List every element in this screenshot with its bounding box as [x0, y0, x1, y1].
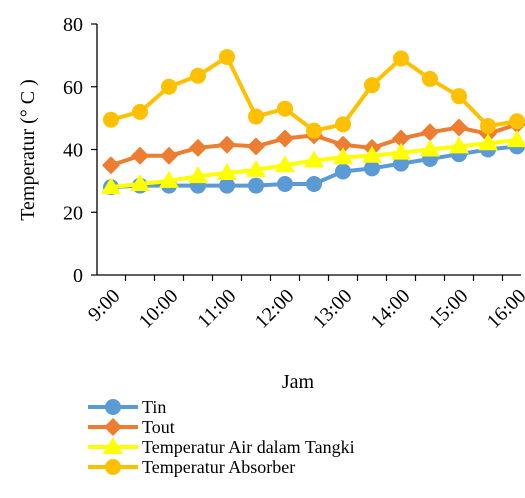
- data-point: [333, 147, 353, 165]
- data-point: [248, 108, 264, 125]
- data-point: [102, 156, 120, 175]
- data-point: [362, 145, 382, 163]
- y-tick-label: 20: [63, 202, 83, 224]
- data-point: [392, 129, 410, 148]
- data-point: [159, 170, 179, 188]
- data-point: [422, 70, 438, 87]
- data-point: [451, 88, 467, 105]
- data-point: [246, 159, 266, 177]
- data-point: [421, 123, 439, 142]
- data-point: [335, 116, 351, 133]
- legend-label: Tin: [142, 397, 166, 417]
- legend-marker: [104, 418, 122, 436]
- data-point: [364, 77, 380, 94]
- y-tick-label: 0: [73, 265, 83, 287]
- legend-label: Tout: [142, 417, 175, 437]
- y-tick-label: 60: [63, 77, 83, 99]
- data-point: [248, 177, 264, 194]
- axes: 0 20 40 60 80 9:00 10:00 11:00 12:00 13:00 14:00 15…: [63, 14, 525, 333]
- y-tick-label: 40: [63, 140, 83, 162]
- series-2: [101, 130, 525, 195]
- data-point: [190, 67, 206, 84]
- series-3: [103, 48, 525, 139]
- x-tick-label: 11:00: [193, 285, 240, 332]
- data-point: [334, 135, 352, 154]
- data-point: [189, 138, 207, 157]
- data-point: [335, 163, 351, 180]
- data-point: [449, 136, 469, 154]
- legend-marker: [105, 399, 121, 415]
- data-point: [507, 130, 525, 148]
- data-point: [276, 129, 294, 148]
- y-tick-label: 80: [63, 14, 83, 36]
- data-point: [478, 133, 498, 151]
- x-tick-label: 13:00: [309, 285, 357, 333]
- data-point: [306, 122, 322, 139]
- data-point: [219, 48, 235, 65]
- legend-marker: [103, 437, 123, 454]
- x-tick-label: 10:00: [135, 285, 183, 333]
- legend-marker: [105, 459, 121, 475]
- legend-item: Temperatur Absorber: [88, 457, 295, 477]
- data-point: [420, 139, 440, 157]
- data-point: [218, 135, 236, 154]
- x-tick-label: 16:00: [483, 285, 525, 333]
- data-point: [364, 160, 380, 177]
- data-point: [188, 166, 208, 184]
- data-point: [391, 142, 411, 160]
- x-tick-label: 9:00: [84, 285, 125, 326]
- data-point: [103, 111, 119, 128]
- data-point: [247, 137, 265, 156]
- data-point: [275, 155, 295, 173]
- data-point: [101, 177, 121, 195]
- data-point: [132, 103, 148, 120]
- legend-label: Temperatur Air dalam Tangki: [142, 437, 355, 457]
- data-point: [480, 117, 496, 134]
- data-point: [217, 163, 237, 181]
- y-axis-label: Temperatur (° C ): [17, 79, 39, 221]
- data-point: [277, 100, 293, 117]
- data-point: [131, 146, 149, 165]
- data-point: [306, 176, 322, 193]
- legend-label: Temperatur Absorber: [142, 457, 295, 477]
- x-tick-label: 14:00: [367, 285, 415, 333]
- legend-item: Tout: [88, 417, 175, 437]
- data-point: [219, 177, 235, 194]
- data-point: [160, 146, 178, 165]
- data-point: [161, 78, 177, 95]
- data-point: [130, 174, 150, 192]
- data-point: [277, 176, 293, 193]
- x-axis-label: Jam: [282, 371, 315, 393]
- data-point: [393, 50, 409, 67]
- legend-item: Tin: [88, 397, 166, 417]
- x-tick-label: 15:00: [425, 285, 473, 333]
- x-tick-label: 12:00: [251, 285, 299, 333]
- data-point: [450, 118, 468, 137]
- data-point: [304, 150, 324, 168]
- legend-item: Temperatur Air dalam Tangki: [88, 437, 355, 457]
- series-layer: [101, 48, 525, 196]
- data-point: [509, 113, 525, 130]
